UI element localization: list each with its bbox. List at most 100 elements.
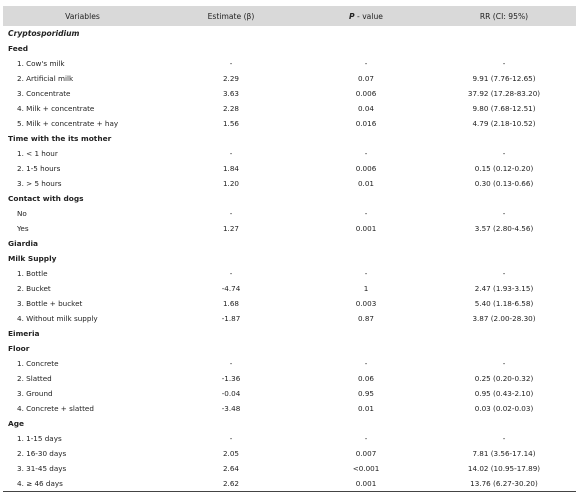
cell-rr: [432, 236, 576, 251]
cell-rr: [432, 191, 576, 206]
cell-pvalue: -: [364, 434, 368, 443]
cell-estimate: 2.28: [222, 104, 239, 113]
cell-estimate: 2.62: [162, 476, 300, 492]
cell-estimate: [162, 326, 300, 341]
table-row: 3. Ground -0.04 0.95 0.95 (0.43-2.10): [3, 386, 576, 401]
cell-estimate: -: [229, 359, 233, 368]
cell-variable: Feed: [8, 44, 29, 53]
cell-rr: -: [502, 434, 506, 443]
cell-variable: Cryptosporidium: [8, 29, 80, 38]
table-row: Yes 1.27 0.001 3.57 (2.80-4.56): [3, 221, 576, 236]
table-row: 3. 31-45 days 2.64 <0.001 14.02 (10.95-17.8…: [3, 461, 576, 476]
cell-rr: 37.92 (17.28-83.20): [467, 89, 541, 98]
cell-estimate: [162, 251, 300, 266]
table-row: 2. Slatted -1.36 0.06 0.25 (0.20-0.32): [3, 371, 576, 386]
table-row: 1. 1-15 days - - -: [3, 431, 576, 446]
group-row: Eimeria: [3, 326, 576, 341]
cell-pvalue: 0.07: [357, 74, 374, 83]
cell-rr: 4.79 (2.18-10.52): [472, 119, 536, 128]
cell-rr: [432, 326, 576, 341]
cell-estimate: -1.87: [221, 314, 241, 323]
table-row: 2. Bucket -4.74 1 2.47 (1.93-3.15): [3, 281, 576, 296]
cell-rr: 3.87 (2.00-28.30): [472, 314, 536, 323]
cell-variable: 2. 1-5 hours: [17, 164, 61, 173]
cell-rr: 9.80 (7.68-12.51): [472, 104, 536, 113]
cell-variable: 3. Bottle + bucket: [17, 299, 83, 308]
cell-pvalue: [300, 191, 432, 206]
cell-pvalue: [300, 251, 432, 266]
table-row: 1. Concrete - - -: [3, 356, 576, 371]
cell-variable: 1. Bottle: [17, 269, 48, 278]
cell-rr: 0.95 (0.43-2.10): [474, 389, 534, 398]
cell-variable: 5. Milk + concentrate + hay: [17, 119, 119, 128]
group-row: Time with the its mother: [3, 131, 576, 146]
cell-pvalue: 0.016: [355, 119, 377, 128]
cell-estimate: 1.20: [222, 179, 239, 188]
cell-estimate: -0.04: [221, 389, 241, 398]
cell-pvalue: 0.95: [357, 389, 374, 398]
header-pvalue-p: P: [349, 11, 355, 21]
cell-rr: 7.81 (3.56-17.14): [472, 449, 536, 458]
cell-variable: 1. < 1 hour: [17, 149, 58, 158]
cell-rr: [432, 341, 576, 356]
cell-variable: Giardia: [8, 239, 39, 248]
cell-rr: -: [502, 149, 506, 158]
cell-estimate: 1.27: [222, 224, 239, 233]
cell-estimate: -: [229, 59, 233, 68]
cell-variable: Time with the its mother: [8, 134, 112, 143]
table-row: 2. 16-30 days 2.05 0.007 7.81 (3.56-17.14): [3, 446, 576, 461]
cell-pvalue: -: [364, 269, 368, 278]
cell-rr: 2.47 (1.93-3.15): [474, 284, 534, 293]
cell-variable: Yes: [17, 224, 29, 233]
cell-pvalue: 0.003: [355, 299, 377, 308]
cell-variable: 2. Slatted: [17, 374, 52, 383]
cell-estimate: [162, 341, 300, 356]
cell-variable: Eimeria: [8, 329, 40, 338]
group-row: Giardia: [3, 236, 576, 251]
header-pvalue: P - value: [300, 6, 432, 26]
cell-estimate: 1.68: [222, 299, 239, 308]
cell-rr: 9.91 (7.76-12.65): [472, 74, 536, 83]
cell-rr: 0.15 (0.12-0.20): [474, 164, 534, 173]
cell-estimate: 1.56: [222, 119, 239, 128]
cell-pvalue: 0.01: [357, 179, 374, 188]
cell-rr: 0.25 (0.20-0.32): [474, 374, 534, 383]
cell-variable: 4. Without milk supply: [17, 314, 98, 323]
table-row: 1. Cow's milk - - -: [3, 56, 576, 71]
cell-rr: 5.40 (1.18-6.58): [474, 299, 534, 308]
cell-pvalue: [300, 416, 432, 431]
cell-variable: Contact with dogs: [8, 194, 84, 203]
table-row: 4. Without milk supply -1.87 0.87 3.87 (2.0…: [3, 311, 576, 326]
table-row: 1. Bottle - - -: [3, 266, 576, 281]
cell-variable: 4. Concrete + slatted: [17, 404, 94, 413]
cell-variable: 1. 1-15 days: [17, 434, 62, 443]
table-row: 4. Concrete + slatted -3.48 0.01 0.03 (0.02…: [3, 401, 576, 416]
cell-variable: 2. Artificial milk: [17, 74, 74, 83]
table-row: 3. Bottle + bucket 1.68 0.003 5.40 (1.18-6.…: [3, 296, 576, 311]
header-rr: RR (CI: 95%): [432, 6, 576, 26]
cell-estimate: [162, 131, 300, 146]
table-row: 2. 1-5 hours 1.84 0.006 0.15 (0.12-0.20): [3, 161, 576, 176]
cell-pvalue: 0.87: [357, 314, 374, 323]
cell-pvalue: <0.001: [352, 464, 380, 473]
cell-variable: 4. Milk + concentrate: [17, 104, 95, 113]
cell-pvalue: [300, 341, 432, 356]
cell-variable: 3. > 5 hours: [17, 179, 62, 188]
results-table: Variables Estimate (β) P - value RR (CI:…: [3, 6, 576, 492]
cell-estimate: -: [229, 269, 233, 278]
cell-pvalue: 0.007: [355, 449, 377, 458]
cell-rr: [432, 26, 576, 41]
cell-pvalue: 0.01: [357, 404, 374, 413]
cell-pvalue: -: [364, 149, 368, 158]
cell-estimate: -1.36: [221, 374, 241, 383]
cell-variable: 2. Bucket: [17, 284, 51, 293]
cell-pvalue: 0.001: [300, 476, 432, 492]
cell-estimate: 3.63: [222, 89, 239, 98]
header-row: Variables Estimate (β) P - value RR (CI:…: [3, 6, 576, 26]
cell-pvalue: -: [364, 59, 368, 68]
cell-estimate: 2.64: [222, 464, 239, 473]
cell-variable: 3. 31-45 days: [17, 464, 67, 473]
table-row: 4. Milk + concentrate 2.28 0.04 9.80 (7.68-…: [3, 101, 576, 116]
cell-pvalue: -: [364, 359, 368, 368]
